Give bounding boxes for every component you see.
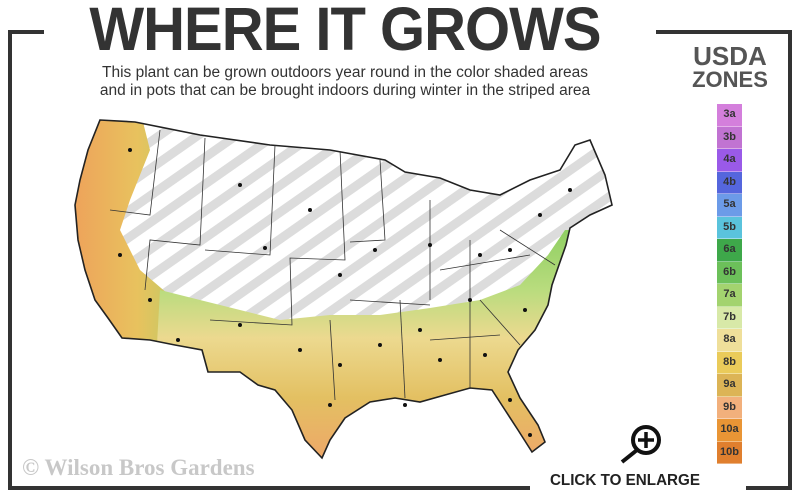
city-markers [118,148,572,437]
legend-zone-8b: 8b [717,351,742,374]
legend-title: USDA ZONES [672,41,788,92]
legend-zone-4b: 4b [717,171,742,194]
state-borders [109,129,556,401]
frame-bottom-right [746,486,792,490]
legend-zone-3b: 3b [717,126,742,149]
legend-zone-10b: 10b [717,441,742,464]
subtitle: This plant can be grown outdoors year ro… [50,64,640,100]
frame-left [8,30,12,490]
legend-zone-5a: 5a [717,194,742,217]
legend-zone-10a: 10a [717,419,742,442]
legend-zone-6a: 6a [717,239,742,262]
frame-bottom-left [8,486,530,490]
frame-top-left [8,30,44,34]
legend-zone-6b: 6b [717,261,742,284]
magnifier-plus-icon[interactable] [618,422,666,466]
page-title: WHERE IT GROWS [89,0,601,64]
legend-zone-9b: 9b [717,396,742,419]
legend-title-line-1: USDA [693,41,767,71]
subtitle-line-2: and in pots that can be brought indoors … [99,82,591,99]
subtitle-line-1: This plant can be grown outdoors year ro… [102,64,588,81]
legend-zone-4a: 4a [717,149,742,172]
legend-zone-5b: 5b [717,216,742,239]
copyright-watermark: © Wilson Bros Gardens [22,455,255,480]
legend-title-line-2: ZONES [692,67,768,92]
legend-zone-7a: 7a [717,284,742,307]
frame-right [788,30,792,490]
zone-legend: 3a 3b 4a 4b 5a 5b 6a 6b 7a 7b 8a 8b 9a 9b 10a 10b [717,104,742,464]
legend-zone-8a: 8a [717,329,742,352]
legend-zone-9a: 9a [717,374,742,397]
legend-zone-3a: 3a [717,104,742,127]
legend-zone-7b: 7b [717,306,742,329]
frame-top-right [656,30,792,34]
click-to-enlarge-button[interactable]: CLICK TO ENLARGE [549,472,700,489]
